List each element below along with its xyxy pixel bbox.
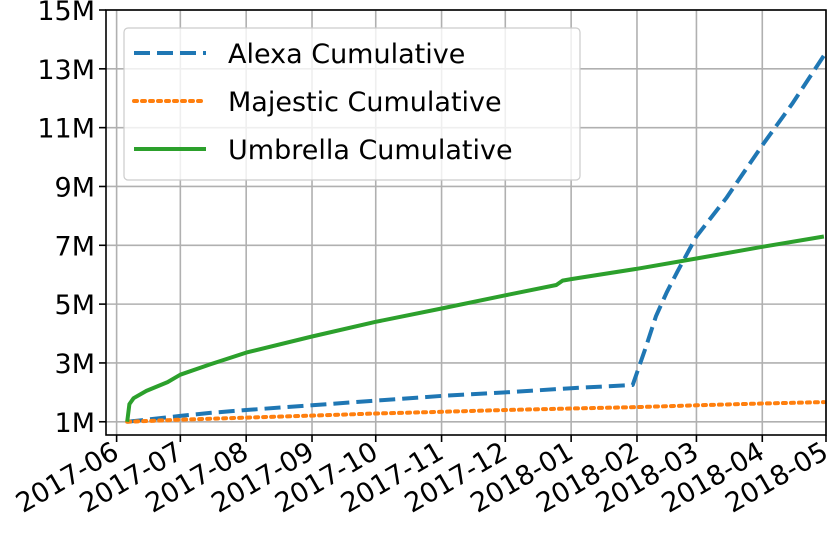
x-tick-labels: 2017-062017-072017-082017-092017-102017-… bbox=[11, 436, 830, 519]
y-tick-label: 9M bbox=[55, 172, 95, 203]
majestic-cumulative-line bbox=[125, 400, 826, 424]
y-tick-label: 1M bbox=[55, 408, 95, 439]
legend-label-majestic: Majestic Cumulative bbox=[228, 87, 502, 118]
plot-area-frame bbox=[105, 9, 827, 436]
umbrella-cumulative-line bbox=[125, 234, 825, 423]
y-tick-label: 5M bbox=[55, 290, 95, 321]
y-tick-label: 7M bbox=[55, 231, 95, 262]
legend: Alexa Cumulative Majestic Cumulative Umb… bbox=[123, 27, 581, 181]
series-lines bbox=[125, 54, 826, 424]
y-tick-label: 11M bbox=[37, 114, 95, 145]
legend-box bbox=[123, 27, 581, 181]
y-tick-label: 3M bbox=[55, 349, 95, 380]
legend-label-umbrella: Umbrella Cumulative bbox=[228, 135, 513, 166]
y-tick-label: 15M bbox=[37, 0, 95, 27]
y-tick-labels: 1M 3M 5M 7M 9M 11M 13M 15M bbox=[37, 0, 95, 439]
tick-marks bbox=[99, 9, 827, 442]
legend-label-alexa: Alexa Cumulative bbox=[228, 39, 465, 70]
y-tick-label: 13M bbox=[37, 55, 95, 86]
